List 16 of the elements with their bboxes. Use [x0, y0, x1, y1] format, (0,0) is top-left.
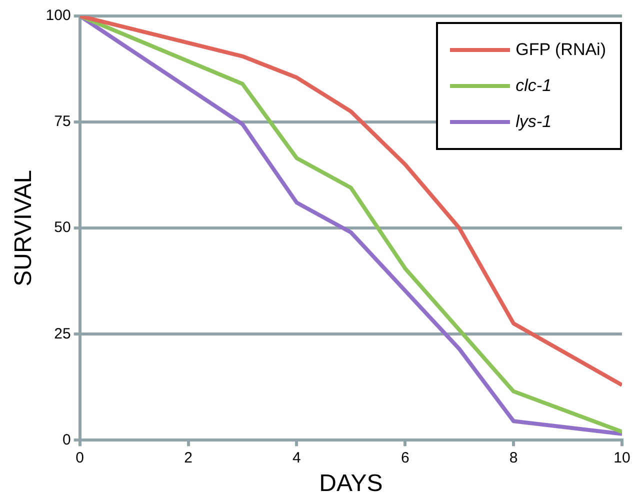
x-tick-label: 2 — [184, 449, 192, 466]
legend-label: clc-1 — [516, 76, 552, 96]
y-tick-label: 0 — [62, 431, 71, 448]
y-axis-title: SURVIVAL — [10, 170, 38, 286]
legend-label: GFP (RNAi) — [516, 40, 606, 60]
x-tick-label: 10 — [614, 449, 630, 466]
x-tick-label: 6 — [400, 449, 410, 466]
x-tick-label: 4 — [292, 449, 301, 466]
x-tick-label: 0 — [76, 449, 84, 466]
legend-label: lys-1 — [516, 112, 552, 132]
y-tick-label: 50 — [54, 219, 71, 236]
x-tick-label: 8 — [509, 449, 518, 466]
x-axis-title: DAYS — [319, 470, 383, 498]
y-tick-label: 25 — [54, 325, 71, 342]
y-tick-label: 75 — [54, 113, 71, 130]
y-tick-label: 100 — [46, 7, 71, 24]
